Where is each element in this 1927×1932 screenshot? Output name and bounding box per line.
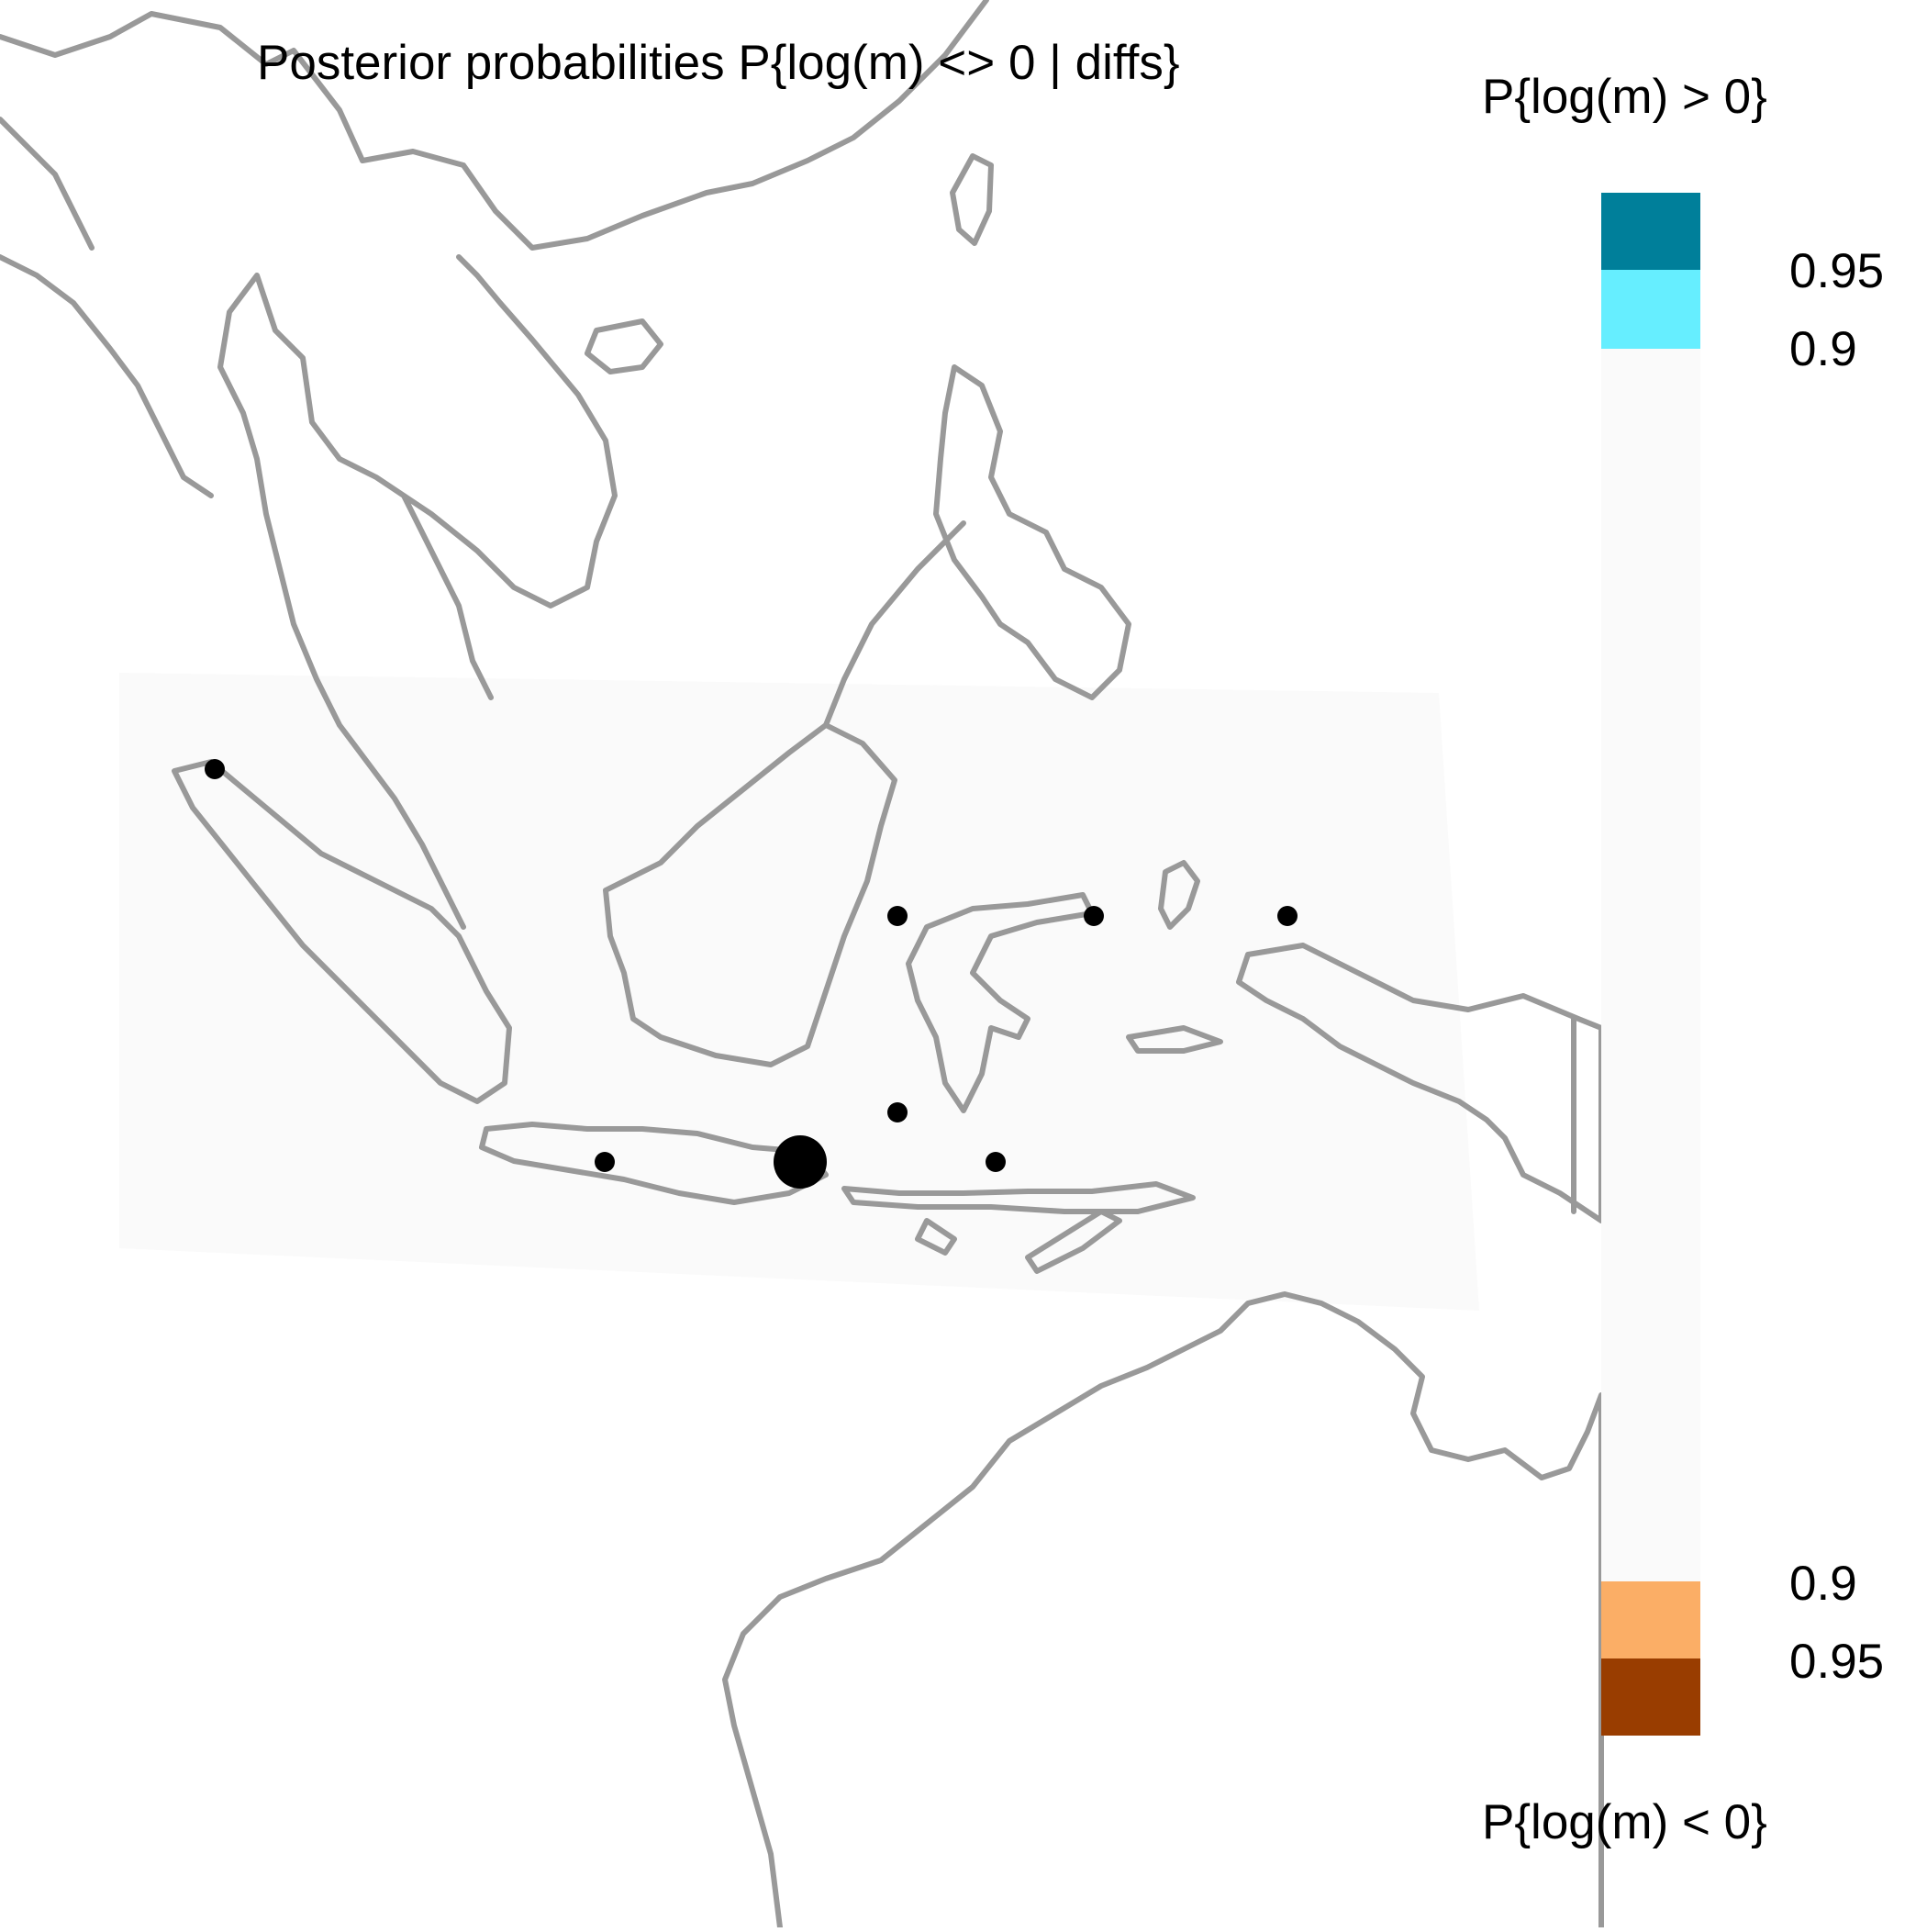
legend-swatch-mid-negative [1601,1581,1700,1658]
legend-tick-bottom-0: 0.9 [1789,1557,1857,1611]
lesser-sunda-coastline [841,1181,1196,1274]
legend-colorbar [1601,193,1700,1736]
australia-coastline [722,1291,1604,1930]
coastlines [0,0,1604,1930]
study-region [119,673,1479,1311]
legend-tick-top-0: 0.95 [1789,244,1885,298]
taiwan-coastline [950,153,994,246]
legend-swatch-neutral [1601,349,1700,1581]
legend-swatch-mid-positive [1601,270,1700,349]
sample-marker-large [774,1135,827,1189]
legend-top-label: P{log(m) > 0} [1482,70,1767,124]
legend-swatch-high-negative [1601,1658,1700,1736]
new-guinea-coastline [1236,943,1604,1223]
sample-marker [986,1152,1006,1172]
sample-marker [205,759,225,779]
sample-marker [1084,906,1104,926]
sample-markers [205,759,1298,1189]
legend-swatch-high-positive [1601,193,1700,270]
borneo-coastline [603,722,897,1067]
sumatra-coastline [172,759,512,1104]
chart-title: Posterior probabilities P{log(m) <> 0 | … [257,36,1180,90]
maluku-coastline [1126,860,1223,1054]
sample-marker [887,1102,908,1122]
sulawesi-coastline [906,892,1095,1113]
sample-marker [887,906,908,926]
legend-tick-bottom-1: 0.95 [1789,1635,1885,1689]
philippines-coastline [823,364,1131,728]
legend-bottom-label: P{log(m) < 0} [1482,1795,1767,1849]
sample-marker [1277,906,1298,926]
hainan-coastline [585,318,663,374]
legend-tick-top-1: 0.9 [1789,322,1857,376]
sample-marker [595,1152,615,1172]
asia-mainland-coastline [0,0,989,930]
